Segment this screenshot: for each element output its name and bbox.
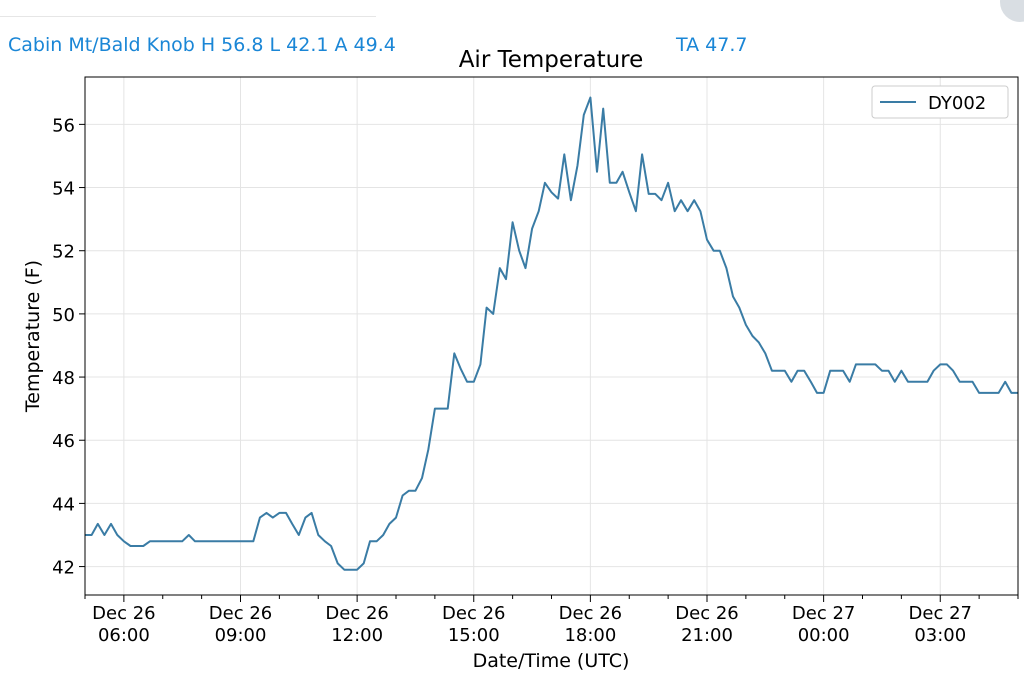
y-tick-label: 52 [52,242,75,263]
x-tick-label-time: 18:00 [564,625,616,646]
x-tick-label-date: Dec 27 [909,603,972,624]
x-tick-label-date: Dec 26 [92,603,155,624]
top-divider [0,16,376,17]
x-tick-label-date: Dec 26 [209,603,272,624]
x-tick-label-date: Dec 26 [559,603,622,624]
series-line-dy002 [85,96,1018,571]
x-tick-label-time: 21:00 [681,625,733,646]
y-tick-label: 42 [52,558,75,579]
y-axis-label: Temperature (F) [22,260,44,413]
y-tick-label: 44 [52,494,75,515]
grid [85,77,1018,595]
y-tick-label: 46 [52,431,75,452]
x-tick-label-date: Dec 26 [675,603,738,624]
corner-avatar [1000,0,1024,22]
series-layer [85,96,1018,571]
station-stats-label: Cabin Mt/Bald Knob H 56.8 L 42.1 A 49.4 [8,34,396,56]
legend: DY002 [871,85,1009,119]
x-tick-label-time: 12:00 [331,625,383,646]
legend-label: DY002 [928,93,986,114]
y-tick-label: 50 [52,305,75,326]
x-tick-label-time: 03:00 [914,625,966,646]
y-tick-label: 48 [52,368,75,389]
y-tick-label: 54 [52,179,75,200]
plot-frame [84,76,1019,596]
x-tick-label-time: 09:00 [215,625,267,646]
x-tick-label-date: Dec 27 [792,603,855,624]
x-tick-label-time: 15:00 [448,625,500,646]
x-tick-label-time: 00:00 [798,625,850,646]
x-tick-label-date: Dec 26 [325,603,388,624]
x-tick-label-date: Dec 26 [442,603,505,624]
temperature-average-label: TA 47.7 [676,34,748,56]
x-axis-label: Date/Time (UTC) [473,650,630,672]
legend-box [871,85,1009,119]
chart-title: Air Temperature [459,47,644,73]
x-tick-label-time: 06:00 [98,625,150,646]
y-tick-label: 56 [52,115,75,136]
